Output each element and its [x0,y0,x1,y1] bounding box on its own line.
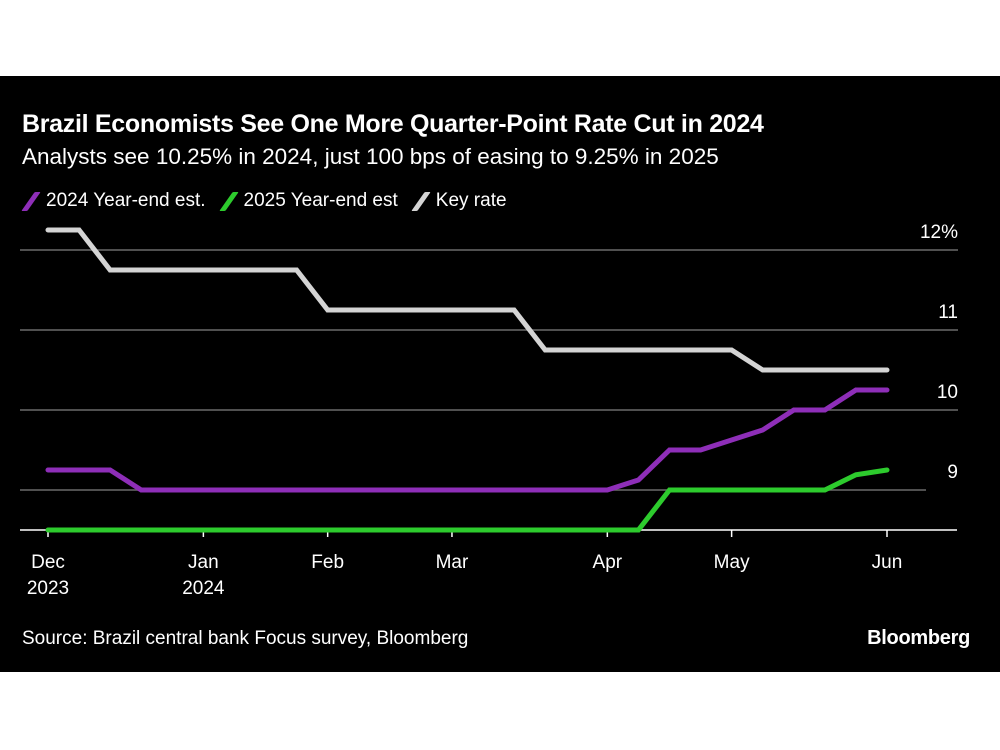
y-tick-label-12: 12% [920,222,958,243]
x-tick-label-may: May [714,552,750,573]
x-tick-sublabel-dec: 2023 [27,578,69,599]
x-tick-label-jun: Jun [872,552,903,573]
source-note: Source: Brazil central bank Focus survey… [22,628,469,649]
x-tick-label-jan: Jan [188,552,219,573]
legend-label-key-rate: Key rate [435,190,507,211]
line-chart: 12% 11 10 9 Dec 2023 Jan 2024 Feb Mar Apr May Jun [20,222,958,599]
y-tick-label-9: 9 [947,462,958,483]
legend-item-key-rate: Key rate [411,190,507,212]
legend-label-2025-estimate: 2025 Year-end est [243,190,398,211]
x-tick-label-mar: Mar [436,552,469,573]
chart-panel: Brazil Economists See One More Quarter-P… [0,76,1000,672]
y-tick-label-11: 11 [938,302,958,323]
x-axis: Dec 2023 Jan 2024 Feb Mar Apr May Jun [20,529,957,599]
legend-item-2025-estimate: 2025 Year-end est [218,190,398,212]
x-tick-label-dec: Dec [31,552,65,573]
chart-title: Brazil Economists See One More Quarter-P… [22,110,764,138]
x-tick-sublabel-jan: 2024 [182,578,225,599]
x-tick-label-feb: Feb [311,552,344,573]
bloomberg-logo: Bloomberg [867,627,970,649]
series-2024-estimate-line [45,387,890,493]
series-lines [45,227,890,533]
y-axis-labels: 12% 11 10 9 [920,222,958,483]
series-key-rate-line [45,227,890,373]
legend-item-2024-estimate: 2024 Year-end est. [21,190,206,212]
legend: 2024 Year-end est. 2025 Year-end est Key… [21,190,521,212]
y-tick-label-10: 10 [937,382,958,403]
legend-label-2024-estimate: 2024 Year-end est. [46,190,206,211]
series-2025-estimate-line [45,467,890,533]
x-tick-label-apr: Apr [593,552,623,573]
chart-subtitle: Analysts see 10.25% in 2024, just 100 bp… [22,144,719,169]
